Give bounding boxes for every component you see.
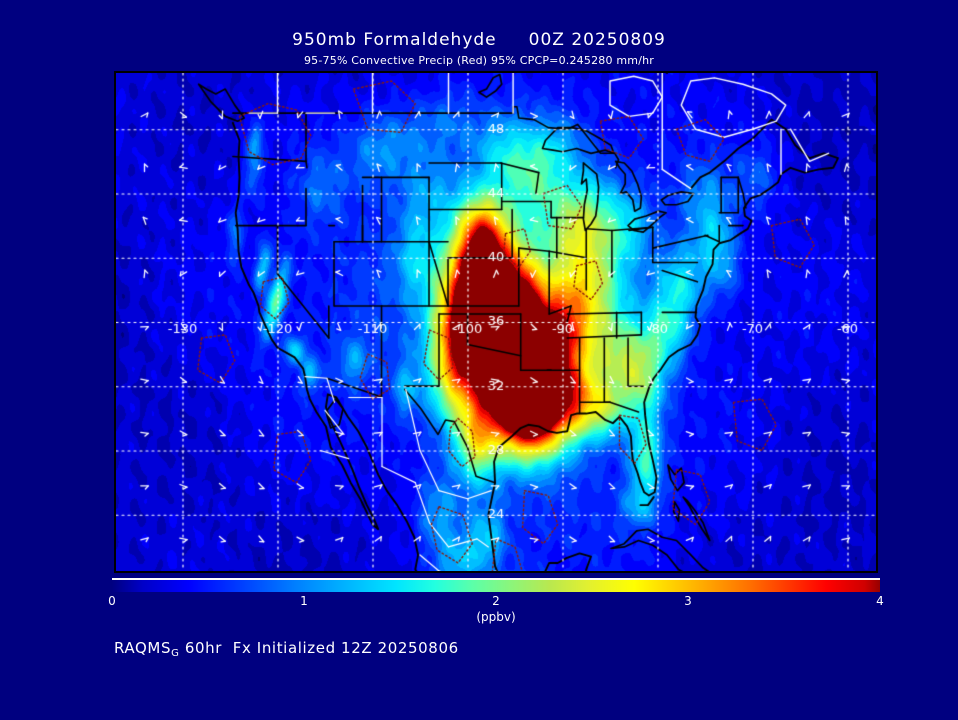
model-subscript: G [171,648,180,659]
model-run-caption: RAQMSG 60hr Fx Initialized 12Z 20250806 [114,639,459,659]
colorbar-tick-2: 2 [492,594,500,608]
colorbar-units-label: (ppbv) [476,610,516,624]
colorbar-tick-3: 3 [684,594,692,608]
colorbar-tick-0: 0 [108,594,116,608]
map-overlay-canvas [116,73,876,571]
page-subtitle: 95-75% Convective Precip (Red) 95% CPCP=… [303,54,655,67]
map-panel [114,71,878,573]
page-title: 950mb Formaldehyde 00Z 20250809 [292,30,666,50]
colorbar-tick-4: 4 [876,594,884,608]
colorbar-top-rule [112,578,880,580]
model-run-details: 60hr Fx Initialized 12Z 20250806 [179,639,459,657]
colorbar [112,580,880,592]
model-name: RAQMS [114,639,172,657]
colorbar-tick-1: 1 [300,594,308,608]
